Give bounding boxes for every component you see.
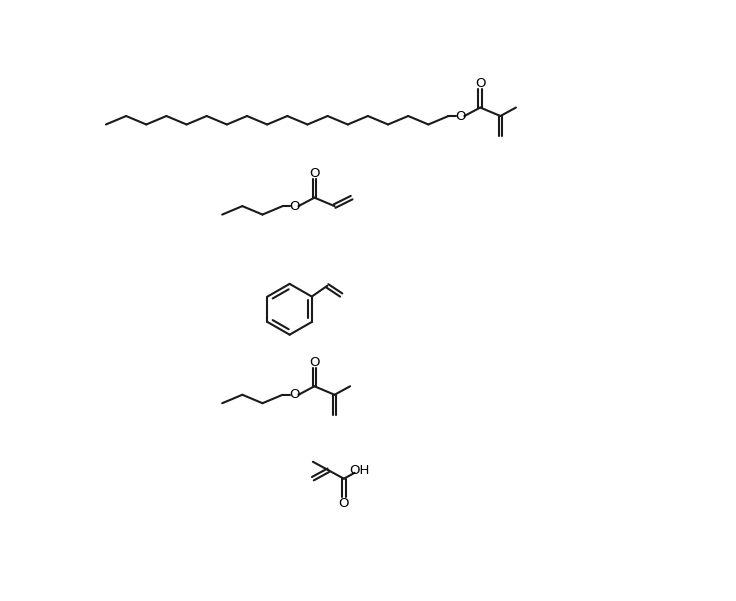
Text: OH: OH xyxy=(349,464,369,477)
Text: O: O xyxy=(289,200,300,213)
Text: O: O xyxy=(309,356,319,369)
Text: O: O xyxy=(455,109,465,123)
Text: O: O xyxy=(475,77,486,90)
Text: O: O xyxy=(309,167,319,180)
Text: O: O xyxy=(289,388,300,401)
Text: O: O xyxy=(339,497,349,510)
